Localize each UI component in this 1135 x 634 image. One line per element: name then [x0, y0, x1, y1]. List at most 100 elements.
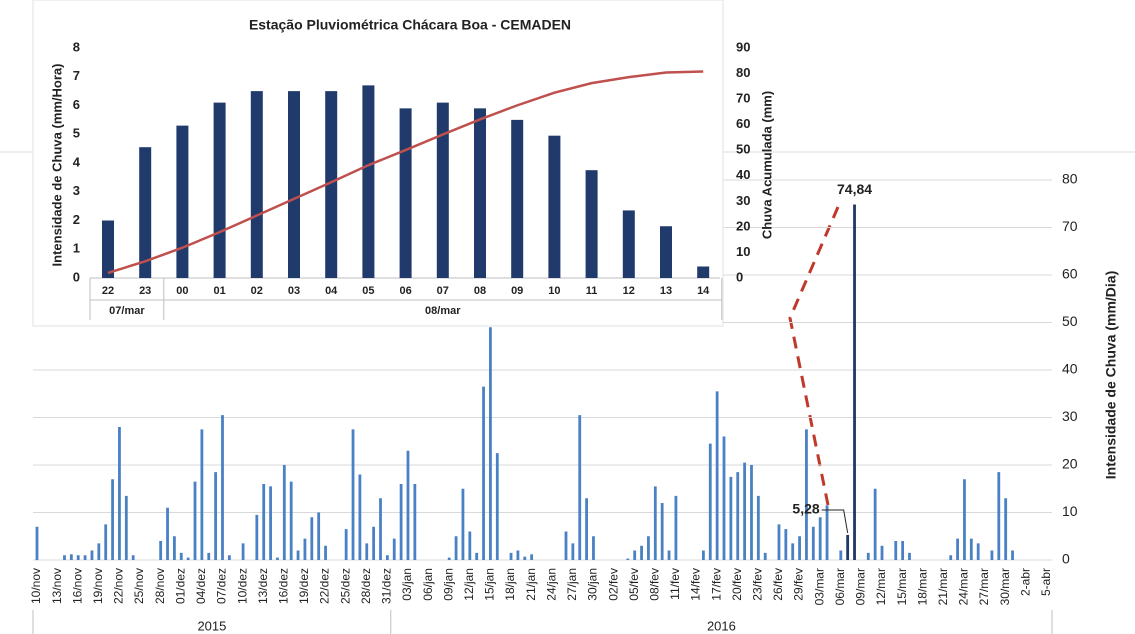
bar [447, 557, 451, 560]
x-tick-label: 10 [548, 285, 560, 297]
y-axis-label: Intensidade de Chuva (mm/Hora) [49, 64, 64, 267]
x-tick-label: 06 [399, 285, 411, 297]
y2-tick-label: 50 [736, 142, 750, 157]
bar [750, 465, 753, 560]
x-tick-label: 07/dez [215, 568, 229, 604]
bar [392, 538, 396, 560]
bar [200, 429, 204, 560]
bar [379, 498, 382, 560]
bar [176, 125, 189, 278]
bar [791, 543, 795, 560]
y-tick-label: 7 [73, 68, 80, 83]
bar [372, 526, 376, 560]
bar [901, 541, 905, 560]
y-tick-label: 8 [73, 39, 80, 54]
bar [131, 555, 135, 560]
x-tick-label: 12 [623, 285, 635, 297]
x-tick-label: 17/fev [709, 568, 723, 601]
y2-tick-label: 30 [736, 193, 750, 208]
bar [784, 529, 788, 560]
bar [763, 552, 767, 560]
bar [296, 550, 300, 560]
bar [708, 443, 712, 560]
bar [221, 415, 224, 560]
bar [282, 465, 286, 560]
bar [90, 550, 94, 560]
bar [325, 91, 338, 278]
x-tick-label: 00 [176, 285, 188, 297]
y-tick-label: 30 [1062, 408, 1078, 424]
bar [317, 512, 321, 560]
x-tick-label: 25/nov [132, 568, 146, 604]
bar [214, 472, 218, 560]
bar [118, 427, 121, 560]
x-tick-label: 30/jan [586, 568, 600, 601]
bar [839, 550, 843, 560]
bar [729, 476, 733, 560]
bar [193, 481, 197, 560]
x-tick-label: 07 [437, 285, 449, 297]
bar [756, 495, 760, 560]
bar [227, 555, 231, 560]
y-tick-label: 0 [1062, 551, 1070, 567]
x-tick-label: 21/jan [524, 568, 538, 601]
bar [701, 550, 705, 560]
x-tick-label: 08 [474, 285, 486, 297]
x-tick-label: 08/fev [647, 568, 661, 601]
x-tick-label: 15/mar [895, 568, 909, 605]
bar [399, 484, 403, 560]
bar [743, 462, 747, 560]
y2-tick-label: 40 [736, 167, 750, 182]
bar [846, 534, 850, 560]
bar [303, 538, 307, 560]
bar [647, 536, 650, 560]
x-tick-label: 24/mar [957, 568, 971, 605]
y-tick-label: 4 [73, 154, 81, 169]
bar [509, 552, 513, 560]
x-tick-label: 06/mar [833, 568, 847, 605]
bar [255, 514, 259, 560]
bar [104, 524, 108, 560]
line [107, 70, 704, 275]
x-tick-label: 09 [511, 285, 523, 297]
x-tick-label: 11/fev [668, 568, 682, 600]
y-tick-label: 40 [1062, 361, 1078, 377]
x-tick-label: 30/mar [998, 568, 1012, 605]
x-tick-label: 05/fev [627, 568, 641, 601]
y-tick-label: 6 [73, 97, 80, 112]
x-tick-label: 16/nov [70, 568, 84, 604]
x-tick-label: 13/dez [256, 568, 270, 604]
bar [288, 91, 300, 278]
y-tick-label: 50 [1062, 313, 1078, 329]
bar [873, 488, 877, 560]
group-label: 2015 [197, 618, 226, 633]
x-tick-label: 18/jan [503, 568, 517, 601]
daily-chart: Intensidade de Chuva (mm/Dia) 0102030405… [0, 151, 1135, 634]
bar [722, 436, 726, 560]
x-tick-label: 28/nov [153, 568, 167, 604]
x-tick-label: 10/dez [235, 568, 249, 604]
x-tick-label: 12/jan [462, 568, 476, 601]
x-tick-label: 14 [697, 285, 710, 297]
x-tick-label: 11 [586, 285, 598, 297]
y-tick-label: 60 [1062, 266, 1078, 282]
bar [894, 541, 898, 560]
bar [102, 220, 114, 278]
x-tick-label: 06/jan [421, 568, 435, 601]
x-tick-label: 04/dez [194, 568, 208, 604]
y-tick-label: 5 [73, 126, 80, 141]
bar [362, 85, 375, 278]
x-tick-label: 16/dez [276, 568, 290, 604]
bar [715, 391, 719, 560]
bar [111, 479, 114, 560]
bar [530, 554, 534, 560]
bar [76, 555, 80, 560]
bar [622, 210, 635, 278]
y2-tick-label: 90 [736, 39, 750, 54]
bar [241, 543, 245, 560]
bar [351, 429, 355, 560]
bar [474, 108, 486, 278]
bar [736, 472, 740, 560]
bar [454, 536, 458, 560]
bar [697, 266, 710, 278]
